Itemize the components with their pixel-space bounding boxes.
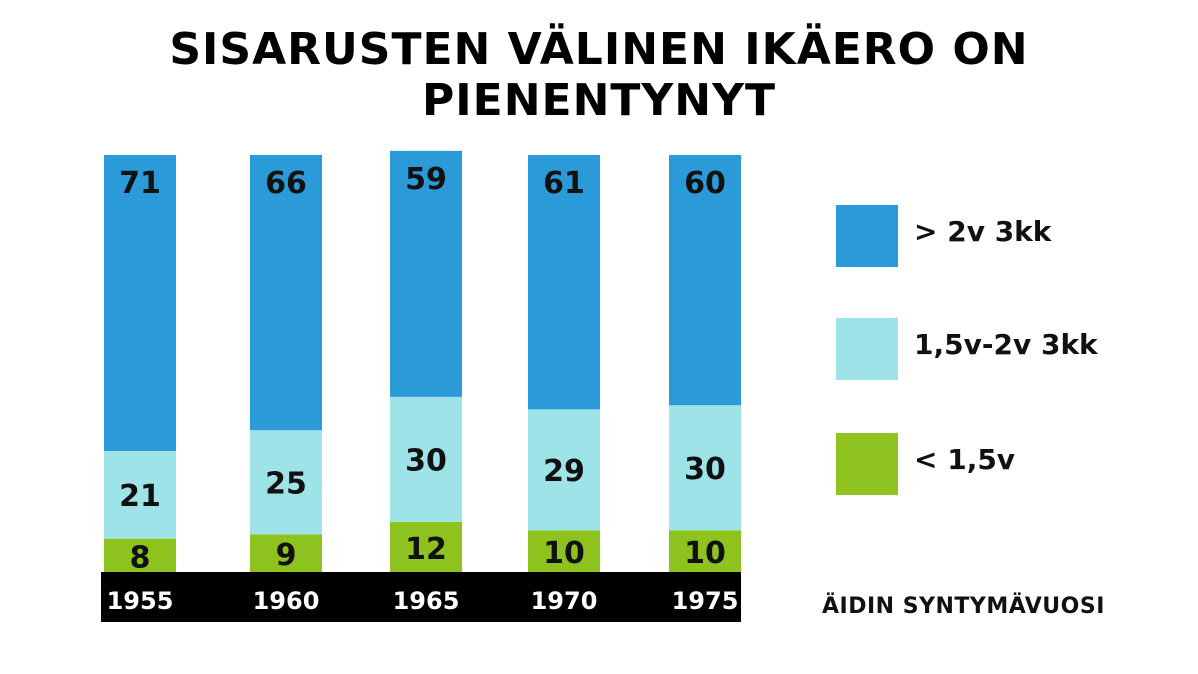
data-label-1965-1-5v-2v3kk: 30 [405,443,447,478]
legend-item-over-2v3kk: > 2v 3kk [836,205,1166,267]
legend-label-under-1-5v: < 1,5v [914,443,1016,476]
bar-1960-under-1-5v [250,534,322,572]
bar-1965-under-1-5v [390,521,462,572]
bar-1970-under-1-5v [528,530,600,572]
x-tick-label-1975: 1975 [672,587,739,615]
bar-1955-under-1-5v [104,538,176,572]
data-label-1955-1-5v-2v3kk: 21 [119,479,161,514]
data-label-1975-under-1-5v: 10 [684,536,726,571]
data-label-1955-under-1-5v: 8 [130,540,151,575]
data-label-1960-1-5v-2v3kk: 25 [265,466,307,501]
data-label-1960-over-2v3kk: 66 [265,166,307,201]
data-label-1965-over-2v3kk: 59 [405,162,447,197]
x-tick-label-1970: 1970 [531,587,598,615]
legend-swatch-under-1-5v [836,433,898,495]
data-label-1970-over-2v3kk: 61 [543,166,585,201]
legend-swatch-over-2v3kk [836,205,898,267]
x-tick-label-1960: 1960 [253,587,320,615]
data-label-1955-over-2v3kk: 71 [119,166,161,201]
bar-1975-over-2v3kk [669,155,741,406]
data-label-1970-1-5v-2v3kk: 29 [543,454,585,489]
bar-1965-1-5v-2v3kk [390,396,462,522]
bar-1955-over-2v3kk [104,155,176,452]
x-tick-label-1955: 1955 [107,587,174,615]
bar-1975-1-5v-2v3kk [669,405,741,531]
legend-swatch-1-5v-2v3kk [836,318,898,380]
data-label-1965-under-1-5v: 12 [405,532,447,567]
bar-1975-under-1-5v [669,530,741,572]
bar-1955-1-5v-2v3kk [104,451,176,539]
data-label-1975-over-2v3kk: 60 [684,166,726,201]
chart-title: SISARUSTEN VÄLINEN IKÄERO ON PIENENTYNYT [169,24,1029,126]
bar-1960-over-2v3kk [250,155,322,431]
x-axis-caption: ÄIDIN SYNTYMÄVUOSI [822,594,1105,619]
x-axis-band [101,572,741,622]
bar-1960-1-5v-2v3kk [250,430,322,535]
x-tick-label-1965: 1965 [393,587,460,615]
legend-label-over-2v3kk: > 2v 3kk [914,215,1052,248]
legend-item-under-1-5v: < 1,5v [836,433,1166,495]
bar-1965-over-2v3kk [390,150,462,397]
legend-label-1-5v-2v3kk: 1,5v-2v 3kk [914,328,1098,361]
legend-item-1-5v-2v3kk: 1,5v-2v 3kk [836,318,1166,380]
data-label-1970-under-1-5v: 10 [543,536,585,571]
bar-1970-1-5v-2v3kk [528,409,600,531]
data-label-1975-1-5v-2v3kk: 30 [684,452,726,487]
bar-1970-over-2v3kk [528,155,600,410]
data-label-1960-under-1-5v: 9 [276,538,297,573]
